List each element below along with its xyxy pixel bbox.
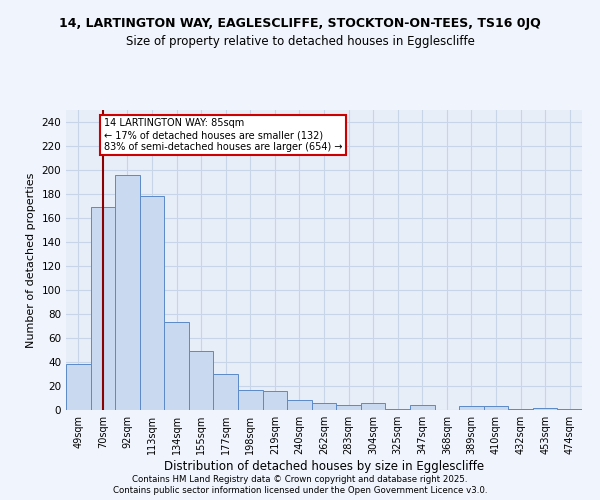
Y-axis label: Number of detached properties: Number of detached properties bbox=[26, 172, 36, 348]
Text: 14, LARTINGTON WAY, EAGLESCLIFFE, STOCKTON-ON-TEES, TS16 0JQ: 14, LARTINGTON WAY, EAGLESCLIFFE, STOCKT… bbox=[59, 18, 541, 30]
Bar bbox=[91, 207, 115, 410]
Bar bbox=[189, 351, 214, 410]
Text: Contains public sector information licensed under the Open Government Licence v3: Contains public sector information licen… bbox=[113, 486, 487, 495]
Bar bbox=[66, 364, 91, 410]
Bar bbox=[533, 408, 557, 410]
Bar bbox=[385, 409, 410, 410]
Bar bbox=[263, 391, 287, 410]
Bar bbox=[115, 175, 140, 410]
X-axis label: Distribution of detached houses by size in Egglescliffe: Distribution of detached houses by size … bbox=[164, 460, 484, 473]
Bar bbox=[361, 403, 385, 410]
Bar bbox=[238, 390, 263, 410]
Bar bbox=[459, 406, 484, 410]
Bar bbox=[287, 400, 312, 410]
Bar bbox=[508, 409, 533, 410]
Bar bbox=[140, 196, 164, 410]
Bar bbox=[410, 405, 434, 410]
Bar bbox=[312, 403, 336, 410]
Bar bbox=[484, 406, 508, 410]
Bar bbox=[557, 409, 582, 410]
Text: Contains HM Land Registry data © Crown copyright and database right 2025.: Contains HM Land Registry data © Crown c… bbox=[132, 475, 468, 484]
Bar bbox=[164, 322, 189, 410]
Text: 14 LARTINGTON WAY: 85sqm
← 17% of detached houses are smaller (132)
83% of semi-: 14 LARTINGTON WAY: 85sqm ← 17% of detach… bbox=[104, 118, 343, 152]
Bar bbox=[214, 374, 238, 410]
Text: Size of property relative to detached houses in Egglescliffe: Size of property relative to detached ho… bbox=[125, 35, 475, 48]
Bar bbox=[336, 405, 361, 410]
